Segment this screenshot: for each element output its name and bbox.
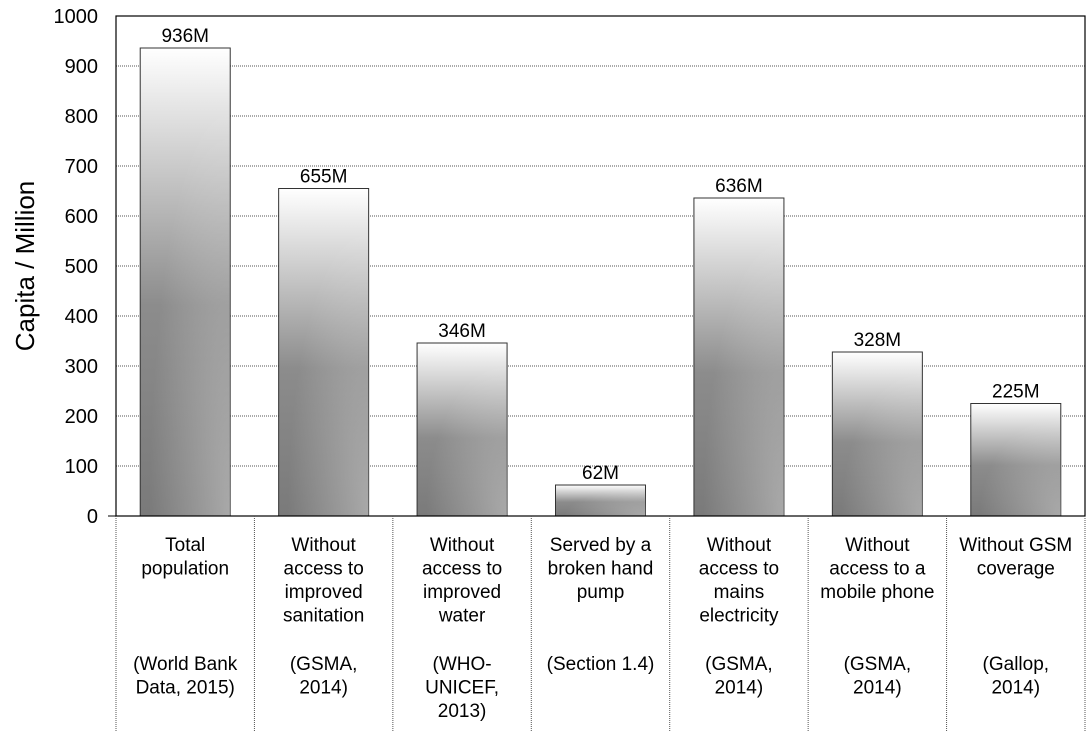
data-label: 225M (992, 382, 1040, 403)
y-tick-label: 1000 (54, 6, 99, 28)
bars (139, 47, 1062, 517)
y-tick-label: 100 (65, 456, 98, 478)
category-label: Served by a (550, 535, 652, 556)
category-label: access to a (829, 559, 926, 580)
bar-shine (140, 48, 231, 516)
category-source: (WHO- (433, 654, 492, 675)
category-source: (GSMA, (844, 654, 912, 675)
data-labels: 936M 655M 346M 62M 636M 328M 225M (161, 26, 1039, 484)
y-tick-label: 600 (65, 206, 98, 228)
category-label: Without (291, 535, 356, 556)
category-source: (GSMA, (705, 654, 773, 675)
bar-shine (417, 343, 508, 516)
y-tick-label: 0 (87, 506, 98, 528)
category-label: water (438, 606, 486, 627)
category-source: 2014) (991, 678, 1040, 699)
category-label: Total (165, 535, 205, 556)
category-label: access to (699, 559, 779, 580)
category-label: pump (577, 582, 625, 603)
category-label: Without (707, 535, 772, 556)
y-tick-label: 700 (65, 156, 98, 178)
category-label: Without (845, 535, 910, 556)
data-label: 936M (161, 26, 209, 47)
category-label: improved (423, 582, 501, 603)
category-source: Data, 2015) (136, 678, 235, 699)
data-label: 346M (438, 321, 486, 342)
category-source: (Section 1.4) (547, 654, 655, 675)
category-label: mobile phone (820, 582, 934, 603)
bar-shine (278, 188, 369, 516)
data-label: 655M (300, 167, 348, 188)
bar-shine (970, 403, 1061, 516)
bar-shine (832, 352, 923, 516)
category-label: sanitation (283, 606, 364, 627)
category-source: (GSMA, (290, 654, 358, 675)
category-source: 2014) (299, 678, 348, 699)
category-label: improved (285, 582, 363, 603)
category-label: access to (422, 559, 502, 580)
plot-frame (108, 15, 1086, 731)
data-label: 328M (854, 330, 902, 351)
category-labels: Total population (World Bank Data, 2015) Wit… (133, 535, 1072, 722)
y-tick-label: 900 (65, 56, 98, 78)
category-label: Without (430, 535, 495, 556)
category-label: mains (714, 582, 765, 603)
category-source: 2014) (853, 678, 902, 699)
category-label: coverage (977, 559, 1055, 580)
y-tick-label: 400 (65, 306, 98, 328)
data-label: 636M (715, 176, 763, 197)
bar-shine (555, 485, 646, 516)
category-source: (Gallop, (983, 654, 1050, 675)
category-source: 2014) (715, 678, 764, 699)
category-label: access to (284, 559, 364, 580)
category-source: 2013) (438, 701, 487, 722)
plot-border (115, 15, 1086, 517)
category-source: (World Bank (133, 654, 238, 675)
y-axis-ticks: 0 100 200 300 400 500 600 700 800 900 1000 (54, 6, 99, 528)
bar-shine (693, 198, 784, 516)
category-source: UNICEF, (425, 678, 499, 699)
y-axis-title: Capita / Million (10, 181, 40, 352)
category-label: Without GSM (959, 535, 1072, 556)
category-label: electricity (699, 606, 779, 627)
data-label: 62M (582, 463, 619, 484)
category-label: population (141, 559, 229, 580)
y-tick-label: 300 (65, 356, 98, 378)
y-tick-label: 800 (65, 106, 98, 128)
gridlines (116, 65, 1085, 467)
y-tick-label: 500 (65, 256, 98, 278)
y-tick-label: 200 (65, 406, 98, 428)
category-label: broken hand (548, 559, 654, 580)
